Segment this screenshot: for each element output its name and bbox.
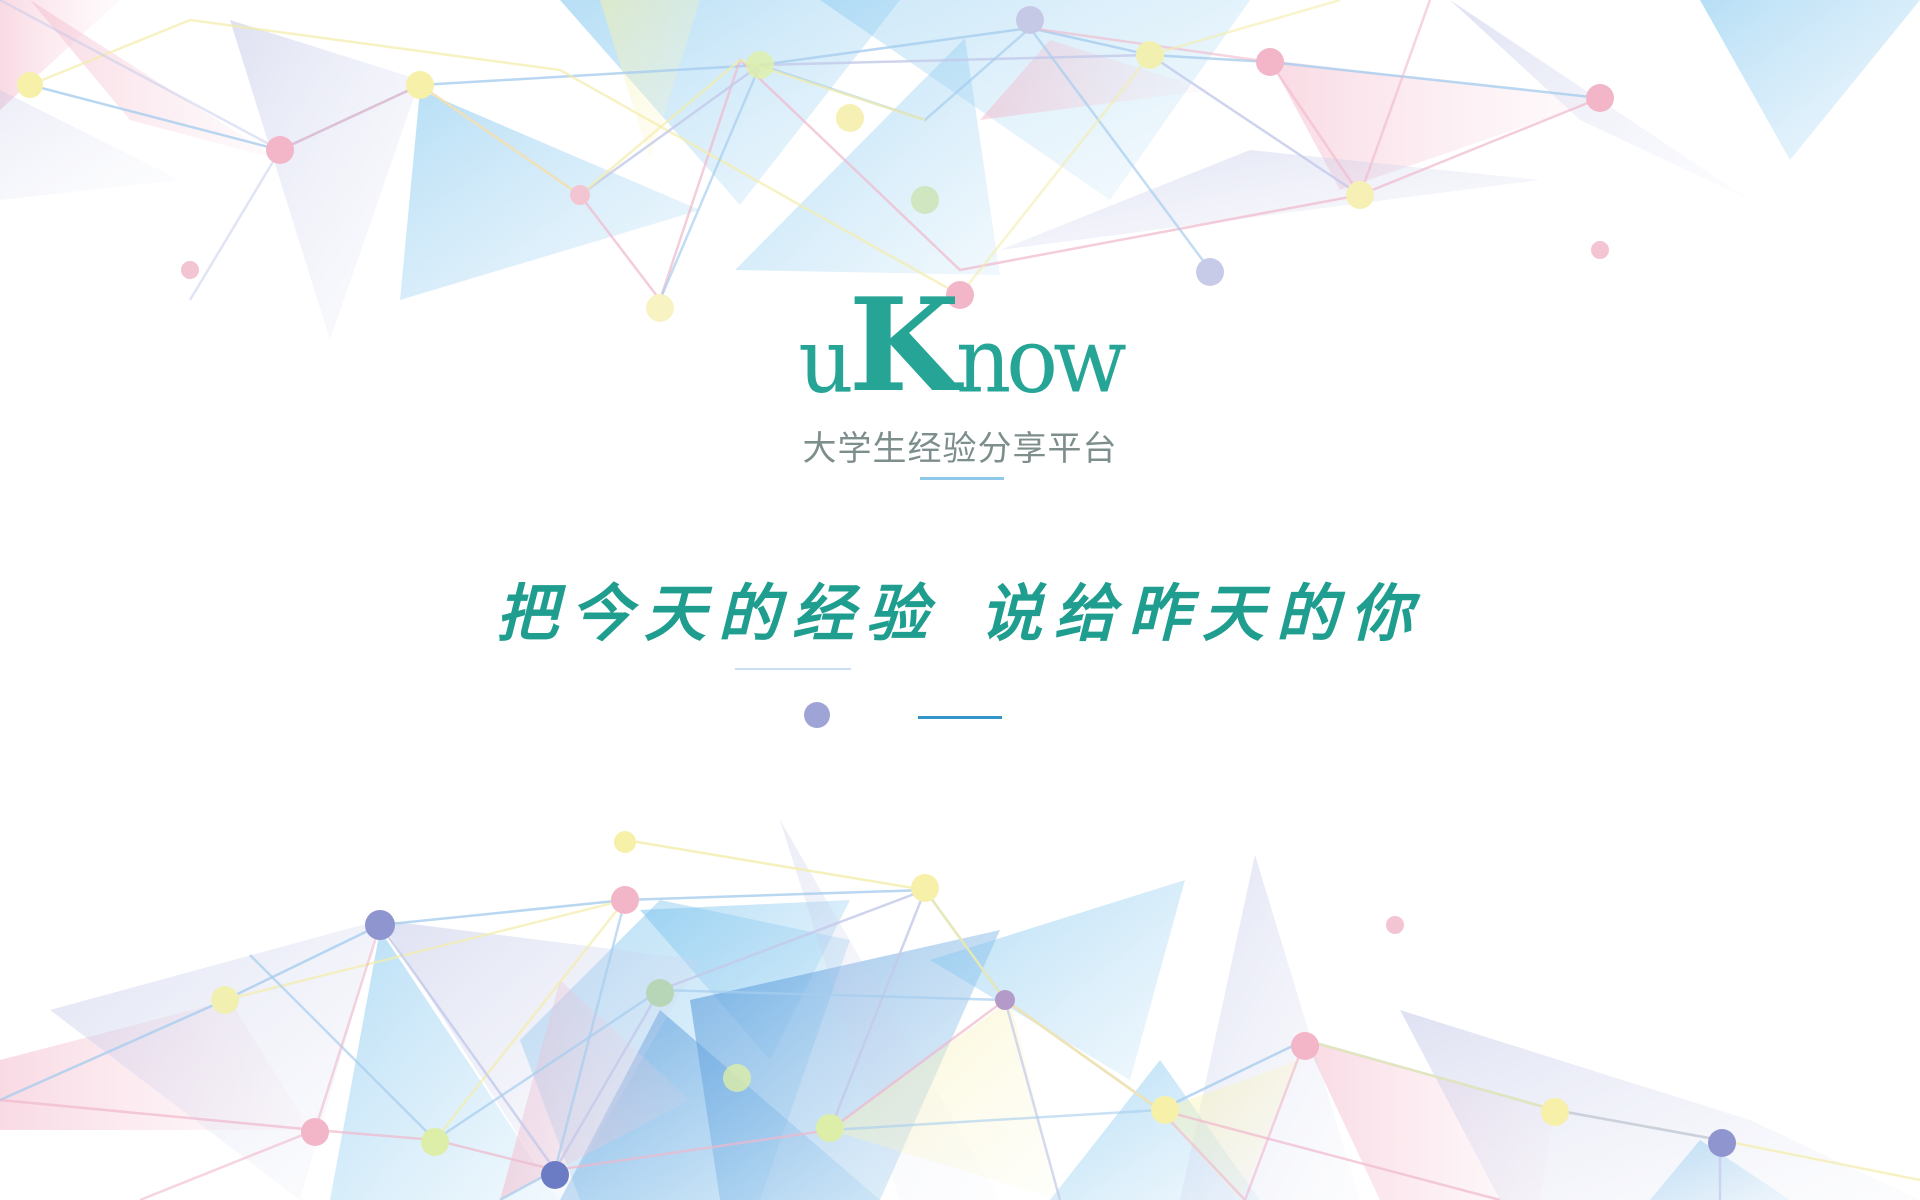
top-nodes	[17, 6, 1614, 322]
logo-prefix: u	[798, 308, 853, 414]
bottom-lines	[0, 838, 1920, 1200]
separator-line-left	[735, 668, 851, 670]
app-logo: uKnow	[0, 282, 1920, 412]
logo-wordmark: uKnow	[798, 271, 1127, 421]
bottom-polygons	[0, 820, 1920, 1200]
slogan-part-2: 说给昨天的你	[980, 577, 1425, 650]
platform-subtitle: 大学生经验分享平台	[802, 429, 1118, 469]
bottom-nodes	[211, 831, 1736, 1189]
slogan: 把今天的经验 说给昨天的你	[0, 563, 1920, 653]
logo-suffix: now	[955, 308, 1127, 414]
slogan-part-1: 把今天的经验	[495, 577, 940, 650]
logo-k: K	[848, 271, 960, 421]
subtitle-underline	[920, 477, 1004, 480]
separator-dot-icon	[804, 702, 830, 728]
separator-line-right	[918, 716, 1002, 719]
